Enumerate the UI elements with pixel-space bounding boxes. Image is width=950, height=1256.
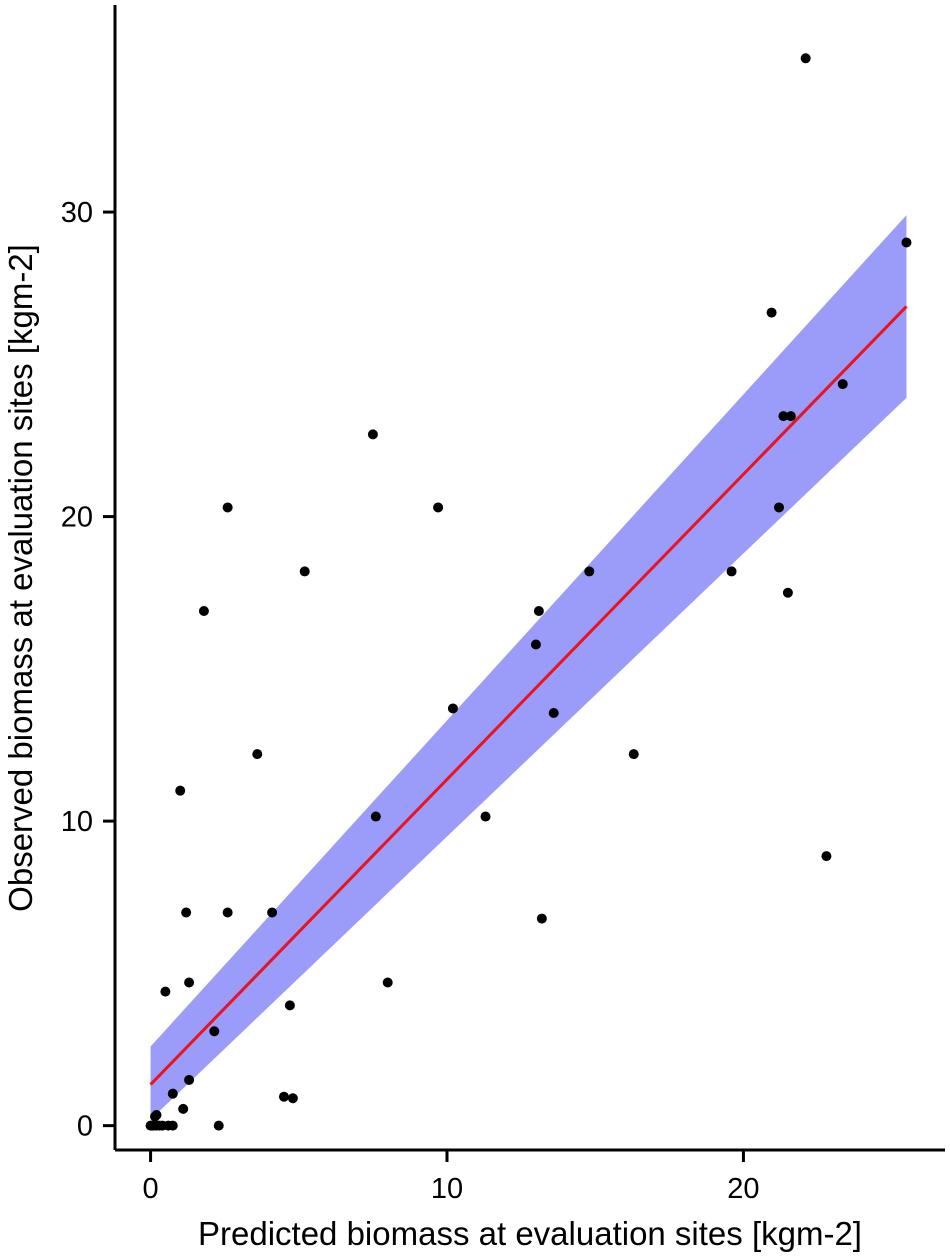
- data-point: [447, 703, 458, 714]
- data-point: [367, 429, 378, 440]
- data-point: [284, 1000, 295, 1011]
- data-point: [209, 1026, 220, 1037]
- fit-line: [149, 305, 908, 1086]
- data-point: [433, 502, 444, 513]
- data-point: [222, 907, 233, 918]
- data-point: [800, 53, 811, 64]
- data-point: [901, 237, 912, 248]
- data-point: [150, 1111, 161, 1122]
- data-point: [584, 566, 595, 577]
- data-point: [530, 639, 541, 650]
- data-point: [222, 502, 233, 513]
- data-point: [178, 1103, 189, 1114]
- confidence-band: [150, 215, 907, 1120]
- data-point: [252, 749, 263, 760]
- data-point: [184, 1074, 195, 1085]
- data-point: [837, 379, 848, 390]
- data-point: [782, 587, 793, 598]
- confidence-band-layer: [150, 215, 907, 1120]
- data-point: [175, 785, 186, 796]
- data-point: [382, 977, 393, 988]
- data-point: [287, 1093, 298, 1104]
- data-point: [821, 851, 832, 862]
- y-tick-label: 30: [61, 197, 93, 229]
- y-tick-label: 10: [61, 806, 93, 838]
- data-point: [213, 1120, 224, 1131]
- data-point: [548, 708, 559, 719]
- data-point: [726, 566, 737, 577]
- data-point: [299, 566, 310, 577]
- data-point: [536, 913, 547, 924]
- data-point: [628, 749, 639, 760]
- data-point: [480, 811, 491, 822]
- data-point: [267, 907, 278, 918]
- x-tick-label: 20: [727, 1173, 759, 1205]
- data-point: [167, 1088, 178, 1099]
- data-point: [160, 986, 171, 997]
- y-tick-label: 20: [61, 502, 93, 534]
- data-point: [181, 907, 192, 918]
- data-point: [766, 307, 777, 318]
- data-point: [184, 977, 195, 988]
- data-point: [778, 411, 789, 422]
- x-tick-label: 10: [431, 1173, 463, 1205]
- data-point: [198, 605, 209, 616]
- y-axis-title: Observed biomass at evaluation sites [kg…: [2, 244, 39, 912]
- data-point: [774, 502, 784, 513]
- data-point: [278, 1091, 289, 1102]
- x-axis-title: Predicted biomass at evaluation sites [k…: [198, 1215, 862, 1252]
- y-tick-label: 0: [77, 1111, 93, 1143]
- data-point: [533, 605, 544, 616]
- data-points-layer: [145, 53, 912, 1131]
- data-point: [370, 811, 381, 822]
- fit-line-layer: [149, 305, 908, 1086]
- x-tick-label: 0: [143, 1173, 159, 1205]
- data-point: [785, 411, 796, 422]
- axes: 0 10 20 0 10 20 30: [61, 5, 945, 1205]
- data-point: [167, 1120, 178, 1131]
